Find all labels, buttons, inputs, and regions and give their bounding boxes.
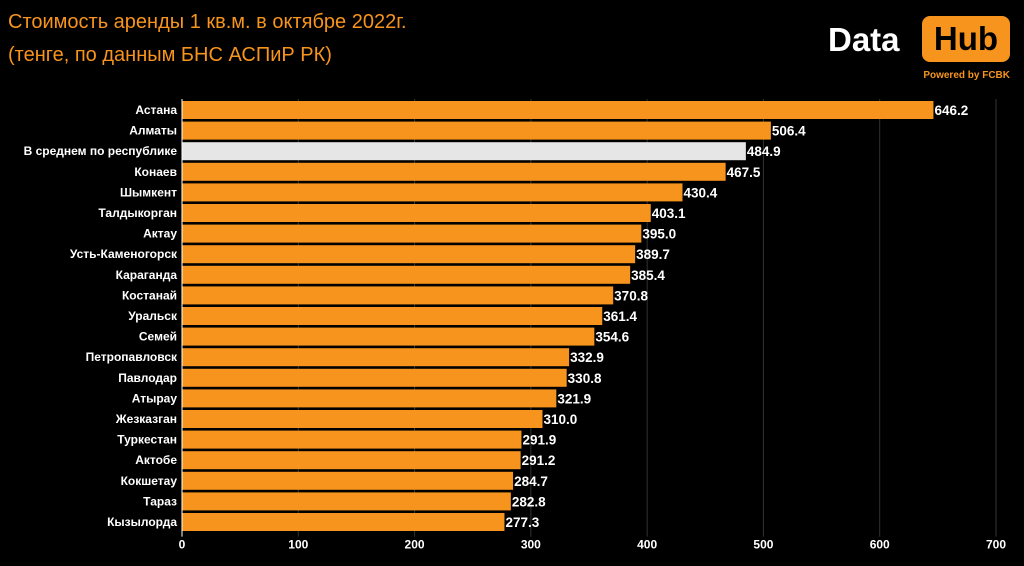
value-label: 291.2 <box>522 453 556 468</box>
category-label: Тараз <box>143 494 177 508</box>
value-label: 389.7 <box>636 247 670 262</box>
category-label: Актобе <box>135 453 177 467</box>
bar <box>182 307 603 325</box>
category-label: Талдыкорган <box>98 206 177 220</box>
logo-data-text: Data <box>828 21 900 58</box>
value-label: 430.4 <box>683 185 717 200</box>
bar <box>182 451 521 470</box>
bar <box>182 142 746 161</box>
category-label: Туркестан <box>117 433 177 447</box>
value-label: 321.9 <box>557 391 591 406</box>
value-label: 291.9 <box>522 433 556 448</box>
bar <box>182 410 543 428</box>
category-label: Семей <box>139 330 177 344</box>
value-label: 277.3 <box>505 515 539 530</box>
bar <box>182 183 683 202</box>
category-label: Уральск <box>128 309 178 323</box>
value-label: 506.4 <box>772 124 806 139</box>
bar <box>182 265 631 284</box>
bar <box>182 162 726 181</box>
category-label: Астана <box>135 103 177 117</box>
category-label: Жезказган <box>115 412 177 426</box>
bar <box>182 286 614 305</box>
category-label: Павлодар <box>118 371 177 385</box>
category-label: Шымкент <box>120 185 177 199</box>
value-label: 467.5 <box>727 165 761 180</box>
chart-title-block: Стоимость аренды 1 кв.м. в октябре 2022г… <box>8 6 407 72</box>
category-label: Актау <box>143 227 177 241</box>
value-label: 370.8 <box>614 288 648 303</box>
category-label: Алматы <box>129 124 177 138</box>
value-label: 385.4 <box>631 268 665 283</box>
x-tick-label: 100 <box>288 538 308 552</box>
category-label: Усть-Каменогорск <box>70 247 178 261</box>
bar <box>182 101 934 119</box>
x-tick-label: 600 <box>870 538 890 552</box>
value-label: 330.8 <box>568 371 602 386</box>
bar <box>182 471 514 490</box>
bar <box>182 348 570 367</box>
value-label: 484.9 <box>747 144 781 159</box>
bar <box>182 492 511 511</box>
value-label: 395.0 <box>642 227 676 242</box>
value-label: 332.9 <box>570 350 604 365</box>
value-label: 646.2 <box>934 103 968 118</box>
x-tick-label: 400 <box>637 538 657 552</box>
category-label: Кызылорда <box>107 515 177 529</box>
x-tick-label: 300 <box>521 538 541 552</box>
value-label: 354.6 <box>595 330 629 345</box>
value-label: 284.7 <box>514 474 548 489</box>
bar <box>182 430 522 449</box>
logo-powered-by: Powered by FCBK <box>923 70 1010 81</box>
bar <box>182 368 567 387</box>
x-tick-label: 200 <box>405 538 425 552</box>
value-label: 310.0 <box>543 412 577 427</box>
x-tick-label: 700 <box>986 538 1006 552</box>
category-label: Конаев <box>134 165 177 179</box>
category-label: Кокшетау <box>121 474 178 488</box>
category-label: Костанай <box>122 288 177 302</box>
chart-title: Стоимость аренды 1 кв.м. в октябре 2022г… <box>8 11 407 33</box>
category-label: В среднем по республике <box>24 144 178 158</box>
bar <box>182 121 771 140</box>
category-label: Атырау <box>132 391 178 405</box>
category-label: Караганда <box>116 268 178 282</box>
chart-subtitle: (тенге, по данным БНС АСПиР РК) <box>8 44 332 66</box>
datahub-logo: Data Hub Powered by FCBK <box>828 14 1014 84</box>
x-tick-label: 500 <box>753 538 773 552</box>
value-label: 282.8 <box>512 494 546 509</box>
bar <box>182 513 505 531</box>
category-label: Петропавловск <box>86 350 178 364</box>
value-label: 361.4 <box>603 309 637 324</box>
bar <box>182 204 651 222</box>
value-label: 403.1 <box>652 206 686 221</box>
bar <box>182 224 642 243</box>
bar <box>182 327 595 346</box>
x-tick-label: 0 <box>179 538 186 552</box>
logo-hub-text: Hub <box>922 16 1010 62</box>
bar <box>182 245 636 264</box>
bar <box>182 389 557 408</box>
